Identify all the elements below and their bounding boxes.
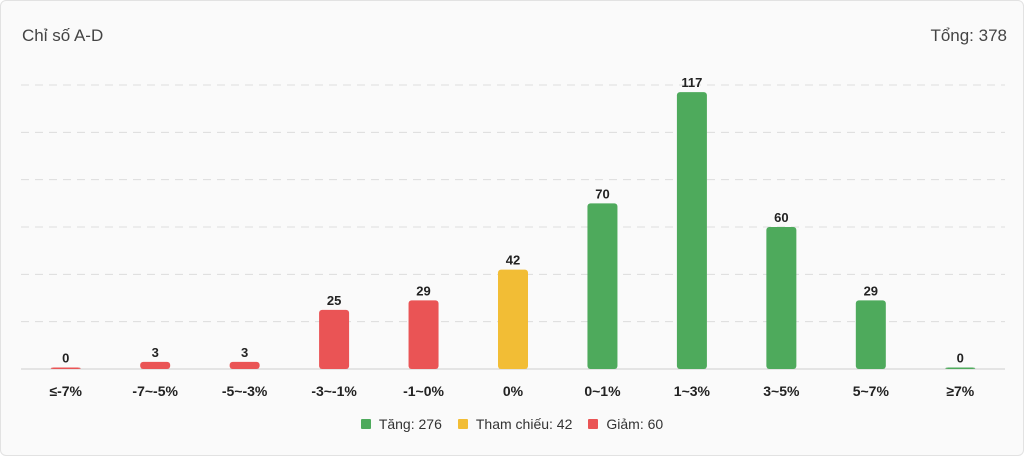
x-tick-label: 1~3% [674,383,711,399]
legend-label-down: Giảm: 60 [606,416,664,432]
bar[interactable] [229,361,260,369]
value-label: 3 [152,345,159,360]
bar[interactable] [408,300,439,369]
x-tick-label: -3~-1% [311,383,357,399]
value-label: 3 [241,345,248,360]
value-label: 0 [62,351,69,366]
bar[interactable] [945,367,976,370]
bar[interactable] [676,92,707,369]
legend-item-up[interactable]: Tăng: 276 [360,416,442,432]
x-tick-label: ≥7% [946,383,974,399]
value-label: 70 [595,186,609,201]
legend-swatch-ref [457,419,468,429]
bar[interactable] [587,203,618,369]
legend-label-up: Tăng: 276 [378,416,442,432]
bars [50,92,976,370]
x-tick-label: -5~-3% [222,383,268,399]
value-labels: 0 3 3 25 29 42 70 117 60 29 0 [62,75,964,365]
bar[interactable] [855,300,886,369]
legend: Tăng: 276 Tham chiếu: 42 Giảm: 60 [0,416,1024,432]
value-label: 29 [864,283,878,298]
legend-label-ref: Tham chiếu: 42 [475,416,573,432]
legend-item-ref[interactable]: Tham chiếu: 42 [457,416,573,432]
value-label: 0 [957,351,964,366]
total-count: Tổng: 378 [930,26,1007,45]
bar[interactable] [498,269,528,369]
bar[interactable] [140,361,171,369]
x-tick-label: ≤-7% [49,383,82,399]
legend-swatch-down [588,419,599,429]
x-tick-label: -7~-5% [132,383,178,399]
value-label: 60 [774,210,788,225]
chart-title: Chỉ số A-D [22,26,104,45]
bar[interactable] [319,309,350,369]
x-tick-label: 3~5% [763,383,800,399]
x-tick-label: -1~0% [403,383,444,399]
x-tick-label: 0~1% [584,383,621,399]
value-label: 25 [327,293,341,308]
value-label: 29 [416,283,430,298]
bar[interactable] [50,367,81,370]
x-tick-labels: ≤-7% -7~-5% -5~-3% -3~-1% -1~0% 0% 0~1% 1~3% 3~5… [49,383,974,399]
x-tick-label: 0% [503,383,524,399]
legend-swatch-up [360,419,371,429]
x-tick-label: 5~7% [853,383,890,399]
legend-item-down[interactable]: Giảm: 60 [588,416,663,432]
value-label: 117 [681,75,702,90]
value-label: 42 [506,253,520,268]
bar[interactable] [766,227,797,369]
